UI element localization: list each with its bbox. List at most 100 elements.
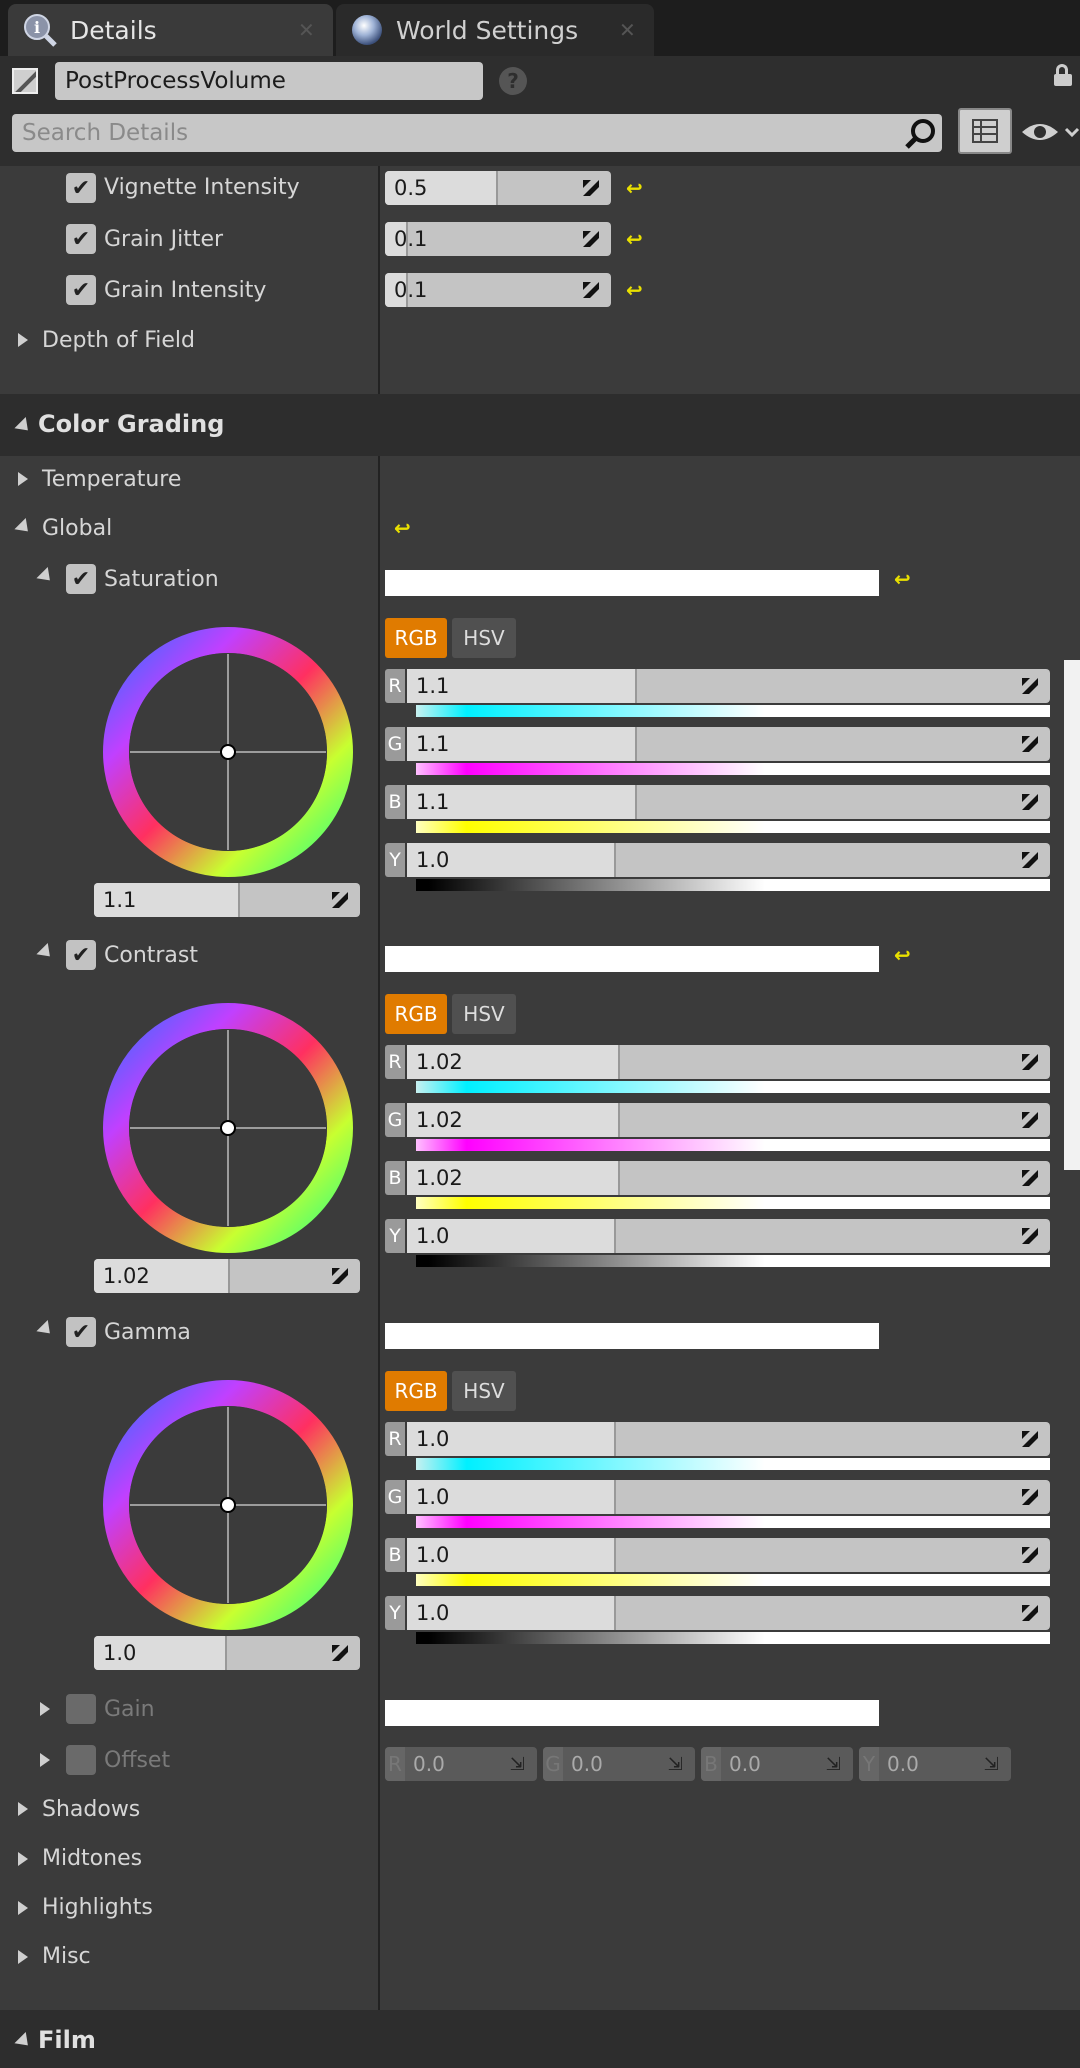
checkbox-grain-jitter[interactable]: ✔ bbox=[66, 224, 96, 254]
highlights-row[interactable]: Highlights bbox=[42, 1895, 153, 1920]
rgb-mode-button[interactable]: RGB bbox=[385, 618, 447, 658]
collapse-arrow-icon[interactable] bbox=[14, 517, 34, 538]
expand-arrow-icon[interactable] bbox=[18, 1950, 28, 1964]
expand-arrow-icon[interactable] bbox=[18, 472, 28, 486]
offset-g-field[interactable]: G 0.0 ⇲ bbox=[543, 1747, 695, 1781]
checkbox-gamma[interactable]: ✔ bbox=[66, 1317, 96, 1347]
channel-r-field[interactable]: 1.0 bbox=[407, 1422, 1050, 1456]
drag-spin-icon[interactable] bbox=[1020, 734, 1040, 754]
expand-arrow-icon[interactable] bbox=[18, 1852, 28, 1866]
checkbox-saturation[interactable]: ✔ bbox=[66, 564, 96, 594]
hsv-mode-button[interactable]: HSV bbox=[452, 994, 516, 1034]
temperature-row[interactable]: Temperature bbox=[42, 467, 182, 492]
channel-y-field[interactable]: 1.0 bbox=[407, 1219, 1050, 1253]
drag-spin-icon[interactable]: ⇲ bbox=[983, 1753, 999, 1775]
color-swatch[interactable] bbox=[385, 570, 879, 596]
channel-b-field[interactable]: 1.02 bbox=[407, 1161, 1050, 1195]
reset-to-default-icon[interactable]: ↩ bbox=[626, 176, 643, 200]
channel-y-field[interactable]: 1.0 bbox=[407, 1596, 1050, 1630]
rgb-mode-button[interactable]: RGB bbox=[385, 1371, 447, 1411]
drag-spin-icon[interactable] bbox=[1020, 1168, 1040, 1188]
tab-world-settings[interactable]: World Settings ✕ bbox=[336, 4, 654, 56]
drag-spin-icon[interactable] bbox=[1020, 792, 1040, 812]
channel-r-field[interactable]: 1.02 bbox=[407, 1045, 1050, 1079]
search-icon[interactable] bbox=[904, 117, 938, 151]
checkbox-vignette[interactable]: ✔ bbox=[66, 173, 96, 203]
close-tab-icon[interactable]: ✕ bbox=[298, 18, 315, 42]
drag-spin-icon[interactable] bbox=[1020, 1429, 1040, 1449]
color-wheel[interactable] bbox=[100, 1377, 356, 1633]
misc-row[interactable]: Misc bbox=[42, 1944, 91, 1969]
drag-spin-icon[interactable]: ⇲ bbox=[509, 1753, 525, 1775]
reset-to-default-icon[interactable]: ↩ bbox=[394, 516, 411, 540]
collapse-arrow-icon[interactable] bbox=[36, 1319, 56, 1340]
color-grading-header[interactable] bbox=[0, 394, 1080, 456]
wheel-value-field[interactable]: 1.02 bbox=[94, 1259, 360, 1293]
rgb-mode-button[interactable]: RGB bbox=[385, 994, 447, 1034]
channel-g-field[interactable]: 1.1 bbox=[407, 727, 1050, 761]
wheel-value-field[interactable]: 1.1 bbox=[94, 883, 360, 917]
checkbox-grain-intensity[interactable]: ✔ bbox=[66, 275, 96, 305]
collapse-arrow-icon[interactable] bbox=[36, 566, 56, 587]
offset-b-field[interactable]: B 0.0 ⇲ bbox=[701, 1747, 853, 1781]
shadows-row[interactable]: Shadows bbox=[42, 1797, 141, 1822]
color-swatch[interactable] bbox=[385, 946, 879, 972]
global-row[interactable]: Global bbox=[42, 516, 113, 541]
expand-arrow-icon[interactable] bbox=[40, 1702, 50, 1716]
scrollbar[interactable] bbox=[1064, 660, 1080, 1170]
drag-spin-icon[interactable] bbox=[330, 890, 350, 910]
depth-of-field-row[interactable]: Depth of Field bbox=[42, 328, 195, 353]
object-name-field[interactable]: PostProcessVolume bbox=[55, 62, 483, 100]
color-wheel[interactable] bbox=[100, 1000, 356, 1256]
channel-g-field[interactable]: 1.02 bbox=[407, 1103, 1050, 1137]
hsv-mode-button[interactable]: HSV bbox=[452, 1371, 516, 1411]
drag-spin-icon[interactable] bbox=[1020, 1110, 1040, 1130]
checkbox-gain[interactable] bbox=[66, 1694, 96, 1724]
reset-to-default-icon[interactable]: ↩ bbox=[626, 227, 643, 251]
expand-arrow-icon[interactable] bbox=[18, 1901, 28, 1915]
channel-y-field[interactable]: 1.0 bbox=[407, 843, 1050, 877]
channel-r-field[interactable]: 1.1 bbox=[407, 669, 1050, 703]
drag-spin-icon[interactable]: ⇲ bbox=[825, 1753, 841, 1775]
search-input[interactable]: Search Details bbox=[12, 114, 942, 152]
drag-spin-icon[interactable] bbox=[1020, 1052, 1040, 1072]
film-header[interactable] bbox=[0, 2010, 1080, 2068]
reset-to-default-icon[interactable]: ↩ bbox=[894, 567, 911, 591]
offset-r-field[interactable]: R 0.0 ⇲ bbox=[385, 1747, 537, 1781]
expand-arrow-icon[interactable] bbox=[40, 1753, 50, 1767]
drag-spin-icon[interactable] bbox=[1020, 676, 1040, 696]
drag-spin-icon[interactable] bbox=[330, 1643, 350, 1663]
expand-arrow-icon[interactable] bbox=[18, 1802, 28, 1816]
checkbox-contrast[interactable]: ✔ bbox=[66, 940, 96, 970]
midtones-row[interactable]: Midtones bbox=[42, 1846, 143, 1871]
channel-b-field[interactable]: 1.1 bbox=[407, 785, 1050, 819]
property-matrix-button[interactable] bbox=[958, 108, 1012, 154]
drag-spin-icon[interactable] bbox=[1020, 850, 1040, 870]
help-icon[interactable]: ? bbox=[499, 67, 527, 95]
lock-icon[interactable] bbox=[1052, 64, 1074, 86]
gain-color-swatch[interactable] bbox=[385, 1700, 879, 1726]
reset-to-default-icon[interactable]: ↩ bbox=[626, 278, 643, 302]
eye-icon[interactable] bbox=[1020, 118, 1080, 148]
expand-arrow-icon[interactable] bbox=[18, 333, 28, 347]
grain-jitter-field[interactable]: 0.1 bbox=[385, 222, 611, 256]
drag-spin-icon[interactable] bbox=[581, 280, 601, 300]
offset-y-field[interactable]: Y 0.0 ⇲ bbox=[859, 1747, 1011, 1781]
channel-b-field[interactable]: 1.0 bbox=[407, 1538, 1050, 1572]
channel-g-field[interactable]: 1.0 bbox=[407, 1480, 1050, 1514]
close-tab-icon[interactable]: ✕ bbox=[619, 18, 636, 42]
grain-intensity-field[interactable]: 0.1 bbox=[385, 273, 611, 307]
color-wheel[interactable] bbox=[100, 624, 356, 880]
drag-spin-icon[interactable] bbox=[330, 1266, 350, 1286]
drag-spin-icon[interactable] bbox=[1020, 1545, 1040, 1565]
drag-spin-icon[interactable] bbox=[1020, 1603, 1040, 1623]
tab-details[interactable]: i Details ✕ bbox=[8, 4, 333, 56]
reset-to-default-icon[interactable]: ↩ bbox=[894, 943, 911, 967]
drag-spin-icon[interactable] bbox=[581, 178, 601, 198]
hsv-mode-button[interactable]: HSV bbox=[452, 618, 516, 658]
vignette-intensity-field[interactable]: 0.5 bbox=[385, 171, 611, 205]
drag-spin-icon[interactable] bbox=[581, 229, 601, 249]
drag-spin-icon[interactable]: ⇲ bbox=[667, 1753, 683, 1775]
drag-spin-icon[interactable] bbox=[1020, 1487, 1040, 1507]
collapse-arrow-icon[interactable] bbox=[36, 942, 56, 963]
